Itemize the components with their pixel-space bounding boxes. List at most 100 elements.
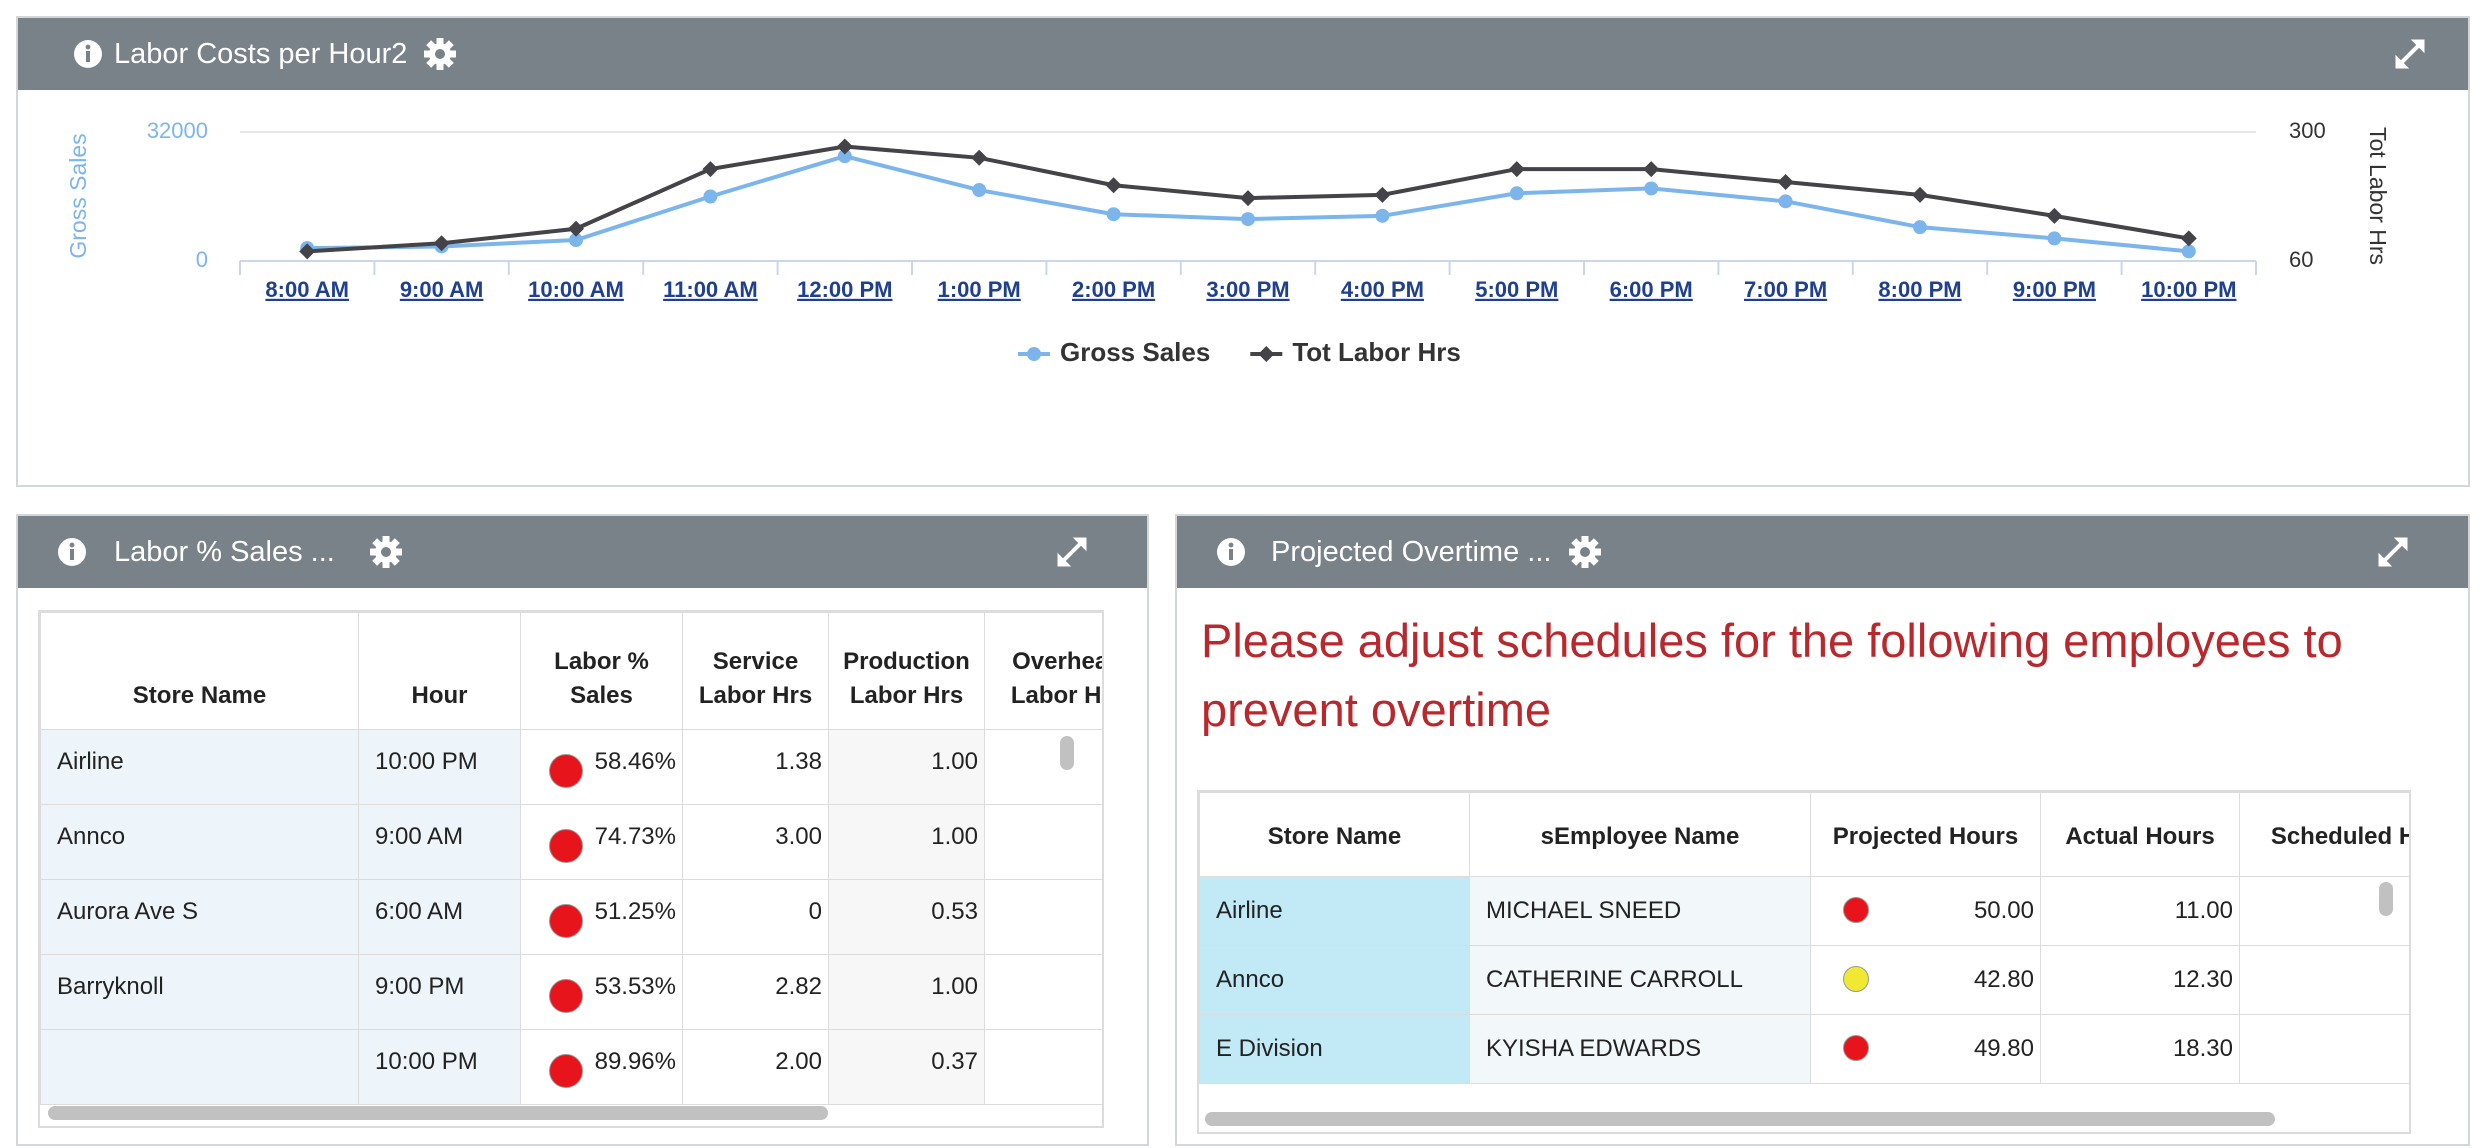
cell-text: 18.30 <box>2172 1035 2233 1062</box>
cell-text: 89.96% <box>594 1048 676 1075</box>
h-scrollbar[interactable] <box>48 1106 828 1120</box>
point <box>2180 230 2197 247</box>
cell-text: 42.80 <box>1973 966 2034 993</box>
legend-label[interactable]: Tot Labor Hrs <box>1292 337 1461 367</box>
x-tick-label: 9:00 AM <box>400 277 484 302</box>
table-cell: 18.30 <box>2040 1014 2240 1084</box>
column-header: Labor % Sales <box>520 612 683 730</box>
table-cell: 10:00 PM <box>358 729 521 805</box>
table-cell: 11.00 <box>2040 876 2240 946</box>
status-dot <box>549 1054 583 1088</box>
x-tick-label: 10:00 AM <box>528 277 624 302</box>
column-header: sEmployee Name <box>1469 792 1811 877</box>
point <box>2047 231 2062 246</box>
cell-text: Aurora Ave S <box>57 898 198 925</box>
table-cell <box>40 1029 359 1105</box>
x-tick-label: 2:00 PM <box>1072 277 1155 302</box>
expand-icon[interactable] <box>2377 536 2409 568</box>
legend-label[interactable]: Gross Sales <box>1060 337 1210 367</box>
status-dot <box>1843 1035 1869 1061</box>
table-row: Annco CATHERINE CARROLL 42.80 12.30 <box>1199 945 2409 1015</box>
cell-text: 10:00 PM <box>375 748 478 775</box>
info-icon[interactable] <box>56 536 88 568</box>
point <box>1508 161 1525 178</box>
column-header: Overhead Labor Hrs <box>984 612 1102 730</box>
cell-text: CATHERINE CARROLL <box>1486 966 1743 993</box>
cell-text: 1.38 <box>775 748 822 775</box>
panel-header: Labor Costs per Hour2 <box>18 18 2468 90</box>
y2-axis-title: Tot Labor Hrs <box>2365 127 2391 265</box>
cell-text: 0.53 <box>931 898 978 925</box>
cell-text: 0.37 <box>931 1048 978 1075</box>
settings-icon[interactable] <box>1567 534 1603 570</box>
x-tick-label: 6:00 PM <box>1610 277 1693 302</box>
table-cell: 0.37 <box>828 1029 985 1105</box>
settings-icon[interactable] <box>422 36 458 72</box>
table-cell: 2.00 <box>682 1029 829 1105</box>
labor-table-box: Store Name Hour Labor % Sales Service Labor… <box>38 610 1104 1128</box>
table-cell: Airline <box>40 729 359 805</box>
y-tick-label: 0 <box>196 247 208 272</box>
status-dot <box>1843 897 1869 923</box>
status-dot <box>549 754 583 788</box>
x-tick-label: 3:00 PM <box>1206 277 1289 302</box>
point <box>2181 244 2196 259</box>
chart: 0 32000 60 300 Gross Sales Tot Labor Hrs 8:00 … <box>65 118 2391 367</box>
y-tick-label: 32000 <box>147 118 208 143</box>
expand-icon[interactable] <box>1056 536 1088 568</box>
table-cell: 58.46% <box>520 729 683 805</box>
table-cell: 2.82 <box>682 954 829 1030</box>
y2-tick-label: 60 <box>2289 247 2313 272</box>
cell-text: 1.00 <box>931 748 978 775</box>
cell-text: 1.00 <box>931 973 978 1000</box>
status-dot <box>549 829 583 863</box>
table-row: Barryknoll 9:00 PM 53.53% 2.82 1.00 <box>40 954 1102 1030</box>
column-header: Projected Hours <box>1810 792 2041 877</box>
table-cell: 53.53% <box>520 954 683 1030</box>
column-header: Store Name <box>1199 792 1470 877</box>
cell-text: Barryknoll <box>57 973 164 1000</box>
cell-text: KYISHA EDWARDS <box>1486 1035 1702 1062</box>
table-cell: 1.38 <box>682 729 829 805</box>
point <box>1509 186 1524 201</box>
v-scrollbar[interactable] <box>2379 882 2393 916</box>
h-scrollbar[interactable] <box>1205 1112 2275 1126</box>
point <box>1240 190 1256 207</box>
x-tick-label: 11:00 AM <box>663 277 758 302</box>
table-cell <box>984 879 1102 955</box>
table-cell: KYISHA EDWARDS <box>1469 1014 1811 1084</box>
panel-header: Labor % Sales ... <box>18 516 1147 588</box>
status-dot <box>549 904 583 938</box>
table-row: 10:00 PM 89.96% 2.00 0.37 <box>40 1029 1102 1105</box>
table-row: Aurora Ave S 6:00 AM 51.25% 0 0.53 <box>40 879 1102 955</box>
cell-text: MICHAEL SNEED <box>1486 897 1682 924</box>
table-cell: 42.80 <box>1810 945 2041 1015</box>
table-cell <box>2239 945 2409 1015</box>
table-row: E Division KYISHA EDWARDS 49.80 18.30 <box>1199 1014 2409 1084</box>
point <box>836 138 853 155</box>
x-tick-label: 9:00 PM <box>2013 277 2096 302</box>
expand-icon[interactable] <box>2394 38 2426 70</box>
point <box>1105 177 1122 194</box>
panel-header: Projected Overtime ... <box>1177 516 2468 588</box>
info-icon[interactable] <box>72 38 104 70</box>
x-tick-label: 7:00 PM <box>1744 277 1827 302</box>
point <box>1106 207 1121 222</box>
point <box>1913 220 1927 235</box>
v-scrollbar[interactable] <box>1060 736 1074 770</box>
info-icon[interactable] <box>1215 536 1247 568</box>
overtime-panel: Projected Overtime ... Please adjust sch… <box>1175 514 2470 1146</box>
panel-title: Labor Costs per Hour2 <box>114 38 408 70</box>
table-row: Annco 9:00 AM 74.73% 3.00 1.00 <box>40 804 1102 880</box>
column-header: Actual Hours <box>2040 792 2240 877</box>
cell-text: Airline <box>57 748 124 775</box>
column-header: Store Name <box>40 612 359 730</box>
point <box>1027 347 1041 361</box>
cell-text: 9:00 PM <box>375 973 465 1000</box>
cell-text: E Division <box>1216 1035 1323 1062</box>
table-cell: 0 <box>682 879 829 955</box>
settings-icon[interactable] <box>368 534 404 570</box>
point <box>569 233 583 248</box>
y-axis-title: Gross Sales <box>65 133 91 258</box>
x-tick-label: 5:00 PM <box>1475 277 1558 302</box>
